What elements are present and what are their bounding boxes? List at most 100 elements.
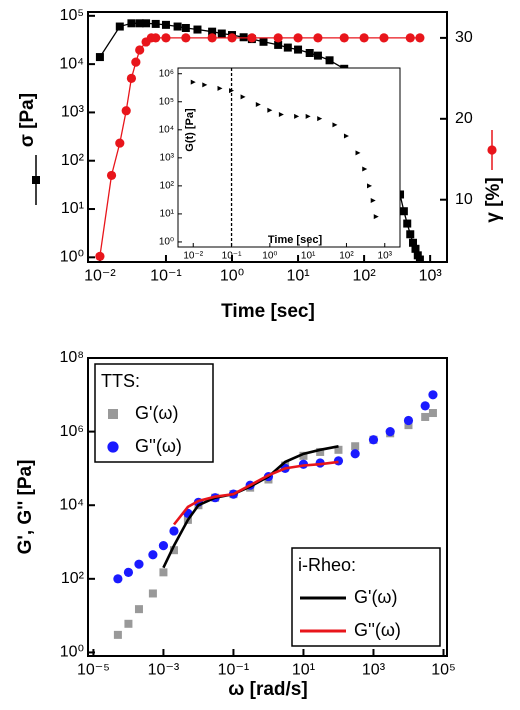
marker: [121, 106, 131, 116]
x-tick-label: 10⁻²: [183, 251, 203, 262]
marker: [127, 19, 136, 28]
marker: [131, 57, 141, 67]
marker: [134, 559, 144, 569]
marker: [294, 45, 303, 54]
x-tick-label: 10¹: [301, 251, 316, 262]
chart: 10⁻² 10⁻¹ 10⁰ 10¹ 10² 10³ 10⁰ 10¹ 10² 10³ 10⁴ 10⁵ 10…: [17, 7, 504, 322]
marker: [428, 409, 437, 418]
y-axis-label: G', G'' [Pa]: [15, 460, 36, 555]
marker: [115, 22, 124, 31]
marker: [413, 251, 422, 260]
marker: [142, 19, 151, 28]
y-tick-label: 10¹: [61, 200, 84, 217]
y-tick-label: 10³: [61, 104, 85, 121]
marker: [355, 150, 361, 156]
y-tick-label: 10⁵: [60, 7, 84, 24]
marker: [406, 230, 415, 239]
marker: [351, 442, 360, 451]
marker: [202, 82, 208, 88]
marker: [385, 427, 395, 437]
marker: [368, 435, 379, 445]
marker: [399, 207, 408, 216]
x-axis-label: Time [sec]: [268, 234, 323, 246]
y-axis-label: σ [Pa]: [17, 93, 38, 147]
marker: [273, 33, 283, 43]
legend: TTS: G'(ω) G''(ω): [94, 363, 214, 463]
marker: [247, 33, 257, 43]
x-tick-label: 10⁵: [431, 662, 455, 679]
marker: [181, 23, 190, 32]
y-tick-label: 10⁰: [159, 237, 174, 248]
legend-label: G'(ω): [135, 403, 178, 423]
marker: [405, 33, 415, 43]
marker: [367, 183, 373, 189]
x-tick-label: 10¹: [292, 662, 315, 679]
x-tick-label: 10⁰: [220, 268, 244, 285]
marker: [334, 445, 343, 454]
marker: [208, 27, 217, 36]
inset-background: [178, 68, 400, 247]
marker: [274, 40, 283, 49]
x-axis-label: Time [sec]: [221, 301, 315, 322]
y-tick-label: 10²: [61, 570, 85, 587]
marker: [332, 122, 338, 128]
chart: 10⁻² 10⁻¹ 10⁰ 10¹ 10² 10³10⁰10¹10²10³10⁴10⁵10…: [159, 67, 401, 262]
marker: [161, 20, 170, 29]
marker: [151, 19, 160, 28]
y-tick-label: 10⁴: [159, 124, 174, 135]
legend-title: i-Rheo:: [298, 555, 356, 575]
y-tick-label: 10²: [160, 181, 175, 192]
marker: [240, 94, 246, 100]
marker: [259, 37, 268, 46]
marker: [173, 22, 182, 31]
y-tick-label: 10¹: [160, 209, 175, 220]
marker: [415, 255, 424, 262]
marker: [32, 176, 40, 184]
marker: [124, 619, 133, 628]
y-axis-label: G(t) [Pa]: [184, 108, 196, 152]
y-tick-label: 10²: [61, 152, 85, 169]
x-tick-label: 10³: [362, 662, 386, 679]
x-tick-label: 10³: [419, 268, 443, 285]
plot-frame: [87, 11, 448, 263]
series-line: [172, 460, 339, 526]
marker: [106, 170, 117, 181]
marker: [161, 33, 171, 43]
chart: 10⁻⁵ 10⁻³ 10⁻¹ 10¹ 10³ 10⁵ 10⁰ 10² 10⁴ 10⁶ 10⁸ ω [r…: [15, 349, 456, 700]
y2-axis-label: γ [%]: [483, 177, 504, 222]
marker: [411, 244, 420, 253]
x-tick-label: 10⁻¹: [222, 251, 242, 262]
marker: [108, 409, 118, 419]
marker: [305, 48, 314, 57]
marker: [115, 138, 125, 148]
legend-label: G''(ω): [354, 620, 401, 640]
marker: [169, 526, 179, 536]
x-tick-label: 10¹: [286, 268, 309, 285]
marker: [278, 112, 284, 118]
marker: [148, 550, 158, 560]
marker: [316, 447, 325, 456]
marker: [333, 456, 344, 466]
marker: [193, 25, 202, 34]
plot-data: [190, 79, 379, 220]
marker: [313, 33, 323, 43]
marker: [134, 605, 143, 614]
marker: [283, 43, 292, 52]
marker: [217, 85, 223, 91]
marker: [370, 198, 376, 204]
y-tick-label: 10⁵: [159, 96, 174, 107]
y2-tick-label: 20: [455, 110, 473, 127]
y-tick-label: 10⁶: [60, 423, 84, 440]
marker: [123, 567, 134, 577]
marker: [362, 166, 368, 172]
marker: [107, 441, 119, 453]
marker: [294, 113, 300, 119]
marker: [227, 33, 237, 43]
marker: [95, 53, 104, 62]
x-tick-label: 10³: [378, 251, 393, 262]
legend-title: TTS:: [101, 371, 140, 391]
x-axis-label: ω [rad/s]: [228, 679, 307, 700]
marker: [207, 33, 217, 43]
marker: [148, 589, 157, 598]
